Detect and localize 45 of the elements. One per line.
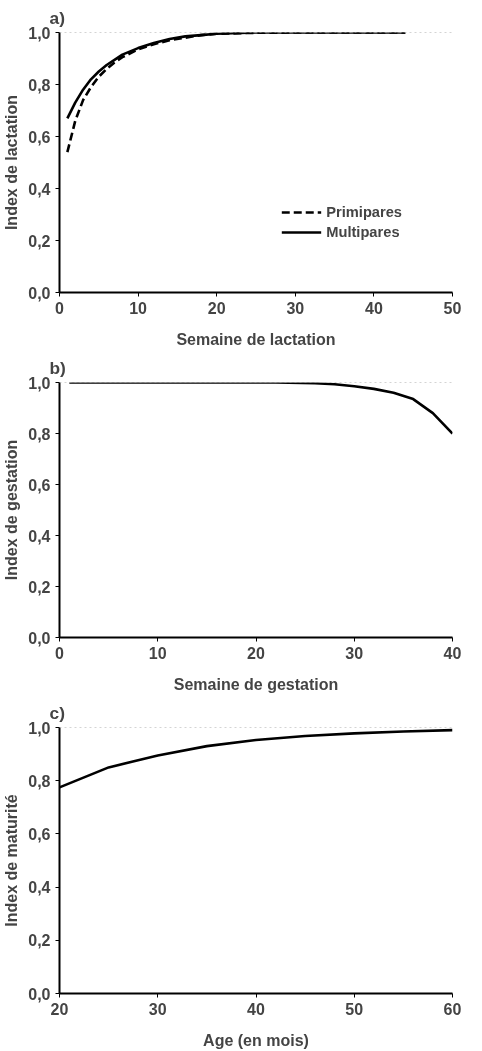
x-tick-label: 50	[443, 299, 462, 317]
x-tick-label: 60	[443, 1000, 462, 1018]
x-axis-title: Semaine de lactation	[176, 330, 336, 348]
y-tick-label: 0,8	[28, 425, 51, 443]
x-tick-label: 50	[345, 1000, 364, 1018]
y-tick-label: 0,2	[28, 578, 51, 596]
x-tick-label: 0	[55, 299, 65, 317]
y-tick-label: 0,6	[28, 825, 51, 843]
x-tick-label: 20	[247, 644, 265, 662]
y-tick-label: 0,8	[28, 76, 51, 94]
x-axis-title: Semaine de gestation	[173, 675, 339, 693]
y-tick-label: 0,0	[28, 985, 51, 1003]
y-tick-label: 0,6	[28, 128, 51, 146]
x-axis-title: Age (en mois)	[203, 1031, 309, 1049]
x-tick-label: 0	[55, 644, 65, 662]
y-tick-label: 0,8	[28, 772, 51, 790]
legend-label: Primipares	[326, 204, 402, 220]
y-tick-label: 0,0	[28, 629, 51, 647]
y-tick-label: 1,0	[28, 24, 51, 42]
legend-label: Multipares	[326, 224, 400, 240]
x-tick-label: 40	[365, 299, 383, 317]
x-tick-label: 20	[50, 1000, 69, 1018]
x-tick-label: 10	[129, 299, 148, 317]
y-tick-label: 0,4	[28, 180, 51, 198]
chart-title: b)	[49, 357, 66, 378]
x-tick-label: 40	[443, 644, 462, 662]
y-tick-label: 0,2	[28, 932, 51, 950]
chart-title: c)	[49, 702, 65, 723]
y-tick-label: 0,0	[28, 284, 51, 302]
chart-title: a)	[49, 7, 65, 28]
x-tick-label: 10	[148, 644, 167, 662]
x-tick-label: 20	[207, 299, 226, 317]
y-tick-label: 0,4	[28, 527, 51, 545]
y-axis-title: Index de lactation	[3, 94, 21, 231]
y-axis-title: Index de gestation	[3, 439, 21, 581]
y-tick-label: 1,0	[28, 374, 51, 392]
x-tick-label: 30	[148, 1000, 167, 1018]
x-tick-label: 30	[286, 299, 305, 317]
y-tick-label: 0,2	[28, 232, 51, 250]
x-tick-label: 40	[247, 1000, 265, 1018]
y-tick-label: 0,6	[28, 476, 51, 494]
y-tick-label: 0,4	[28, 879, 51, 897]
y-tick-label: 1,0	[28, 719, 51, 737]
x-tick-label: 30	[345, 644, 364, 662]
y-axis-title: Index de maturité	[3, 794, 21, 927]
